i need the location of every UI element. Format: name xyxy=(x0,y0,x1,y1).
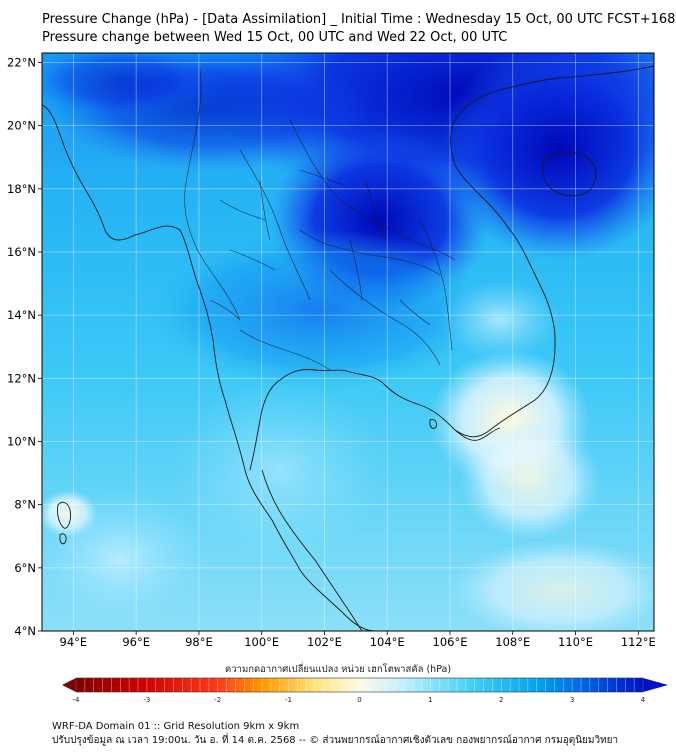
lat-tick-label: 10°N xyxy=(7,434,36,448)
colorbar-tick-label: -2 xyxy=(214,696,221,704)
coastline-phu-quoc xyxy=(429,419,437,429)
lon-tick-label: 102°E xyxy=(307,635,342,649)
latitude-ticks: 22°N 20°N 18°N 16°N 14°N 12°N 10°N 8°N 6°N 4°N xyxy=(7,55,42,638)
colorbar-tick-label: -3 xyxy=(143,696,150,704)
lat-tick-label: 8°N xyxy=(14,498,36,512)
colorbar-min-extend xyxy=(62,678,76,692)
colorbar-tick-label: 1 xyxy=(428,696,432,704)
colorbar-tick-label: -1 xyxy=(285,696,292,704)
lat-tick-label: 12°N xyxy=(7,371,36,385)
colorbar-tick-label: 0 xyxy=(357,696,361,704)
map-title: Pressure Change (hPa) - [Data Assimilati… xyxy=(42,12,676,27)
colorbar-label: ความกดอากาศเปลี่ยนแปลง หน่วย เฮกโตพาสคัล… xyxy=(224,664,452,675)
lon-tick-label: 100°E xyxy=(244,635,279,649)
lat-tick-label: 4°N xyxy=(14,624,36,638)
footer-credit: ปรับปรุงข้อมูล ณ เวลา 19:00น. วัน อ. ที่… xyxy=(52,735,619,746)
lon-tick-label: 106°E xyxy=(433,635,468,649)
longitude-ticks: 94°E 96°E 98°E 100°E 102°E 104°E 106°E 108°E 110… xyxy=(60,631,656,649)
coastline-mekong-delta xyxy=(454,427,501,441)
coastline-hainan xyxy=(542,151,597,197)
graticule xyxy=(42,53,654,631)
colorbar-tick-label: 3 xyxy=(570,696,574,704)
lat-tick-label: 22°N xyxy=(7,55,36,69)
coastline-andaman-islands xyxy=(57,501,71,529)
colorbar-max-extend xyxy=(643,678,668,692)
map-frame xyxy=(41,52,655,632)
lon-tick-label: 94°E xyxy=(60,635,88,649)
colorbar: -4 -3 -2 -1 0 1 2 3 4 xyxy=(62,677,668,704)
lon-tick-label: 110°E xyxy=(558,635,593,649)
colorbar-tick-label: 4 xyxy=(641,696,646,704)
pressure-field xyxy=(42,53,654,631)
coastlines xyxy=(42,65,654,631)
lat-tick-label: 6°N xyxy=(14,561,36,575)
admin-borders xyxy=(184,69,456,371)
lon-tick-label: 98°E xyxy=(185,635,213,649)
lon-tick-label: 108°E xyxy=(495,635,530,649)
lon-tick-label: 112°E xyxy=(621,635,656,649)
colorbar-tick-label: -4 xyxy=(73,696,81,704)
lon-tick-label: 96°E xyxy=(122,635,150,649)
lat-tick-label: 16°N xyxy=(7,245,36,259)
lon-tick-label: 104°E xyxy=(370,635,405,649)
footer-model-info: WRF-DA Domain 01 :: Grid Resolution 9km … xyxy=(52,721,300,732)
lat-tick-label: 14°N xyxy=(7,308,36,322)
coastline-vietnam-north xyxy=(450,65,654,166)
colorbar-tick-label: 2 xyxy=(499,696,503,704)
coastline-malay-peninsula xyxy=(261,469,363,631)
lat-tick-label: 20°N xyxy=(7,119,36,133)
coastline-myanmar-west xyxy=(42,104,376,631)
lat-tick-label: 18°N xyxy=(7,182,36,196)
map-subtitle: Pressure change between Wed 15 Oct, 00 U… xyxy=(42,30,508,45)
coastline-nicobar xyxy=(59,533,67,545)
